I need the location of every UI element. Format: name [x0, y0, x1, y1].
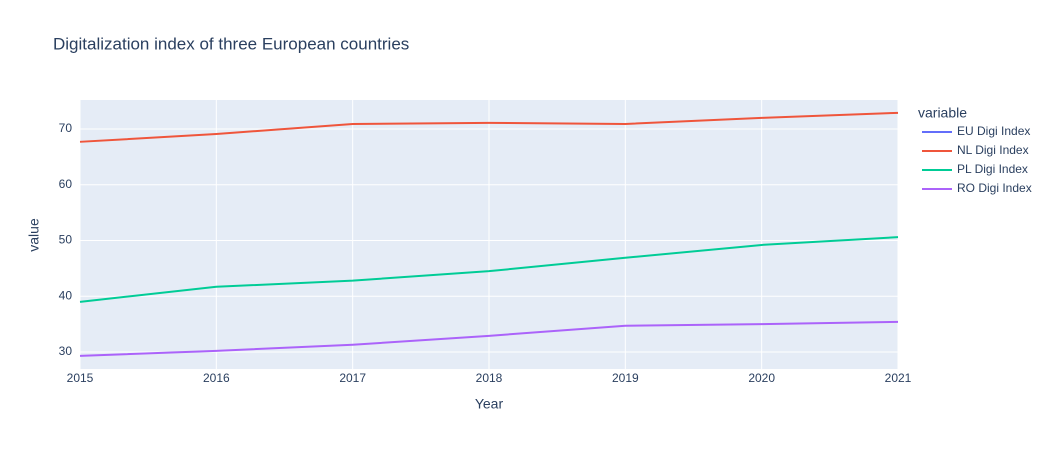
line: [79, 111, 899, 143]
x-tick-label: 2020: [748, 371, 775, 385]
legend-label: NL Digi Index: [957, 143, 1029, 157]
x-tick-label: 2019: [612, 371, 639, 385]
line: [79, 236, 899, 303]
y-tick-label: 60: [59, 177, 73, 191]
legend-label: PL Digi Index: [957, 162, 1028, 176]
y-tick-label: 30: [59, 344, 73, 358]
y-tick-label: 50: [59, 233, 73, 247]
legend-title: variable: [918, 105, 967, 121]
y-tick-label: 70: [59, 121, 73, 135]
x-tick-label: 2016: [203, 371, 230, 385]
x-tick-label: 2018: [476, 371, 503, 385]
legend-label: RO Digi Index: [957, 181, 1032, 195]
x-tick-label: 2015: [67, 371, 94, 385]
legend-label: EU Digi Index: [957, 124, 1030, 138]
chart-title: Digitalization index of three European c…: [53, 34, 409, 53]
x-axis-title: Year: [475, 396, 504, 412]
y-tick-label: 40: [59, 288, 73, 302]
x-tick-label: 2017: [339, 371, 366, 385]
y-axis-title: value: [26, 218, 42, 252]
x-tick-label: 2021: [885, 371, 912, 385]
line: [79, 320, 899, 357]
